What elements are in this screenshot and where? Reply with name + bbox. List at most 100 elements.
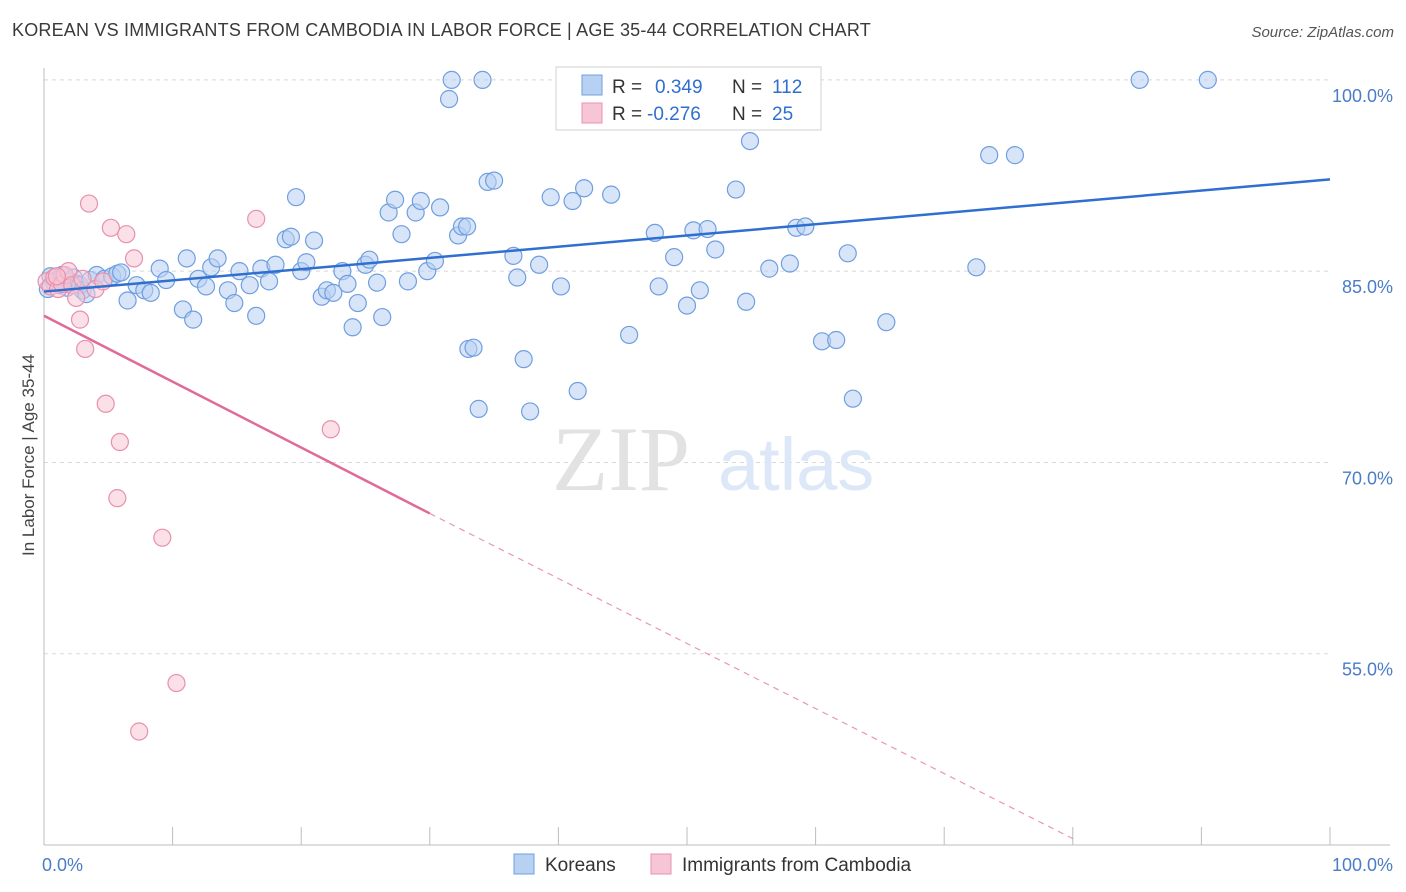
cambodia-point-8 (67, 288, 86, 308)
korean-point-97 (737, 292, 756, 311)
korean-point-79 (521, 402, 540, 421)
korean-point-63 (411, 191, 430, 211)
korean-point-91 (677, 296, 697, 315)
cambodia-trend-extension (429, 512, 1074, 840)
legend-r-label-2: R = (612, 104, 642, 125)
series-legend: Koreans Immigrants from Cambodia (513, 853, 912, 876)
korean-point-53 (348, 293, 367, 313)
axes (43, 68, 1390, 846)
cambodia-point-11 (76, 339, 95, 359)
korean-point-84 (568, 381, 587, 401)
cambodia-point-26 (47, 267, 66, 286)
cambodia-point-16 (101, 218, 120, 237)
korean-point-20 (118, 291, 137, 310)
legend-n-label-2: N = (732, 104, 762, 125)
watermark-zip: ZIP (552, 408, 690, 510)
cambodia-point-20 (124, 249, 144, 268)
korean-point-19 (112, 263, 131, 282)
korean-point-37 (247, 306, 266, 325)
cambodia-point-12 (79, 194, 99, 213)
korean-point-96 (726, 180, 745, 199)
cambodia-point-9 (70, 310, 90, 329)
korean-point-73 (469, 399, 488, 418)
korean-point-57 (373, 307, 392, 327)
cambodia-point-23 (247, 209, 266, 228)
correlation-legend: R = 0.349 N = 112 R = -0.276 N = 25 (555, 66, 822, 131)
grid-lines (44, 79, 1330, 655)
korean-point-81 (541, 188, 560, 207)
korean-point-89 (649, 277, 668, 296)
cambodia-point-24 (321, 420, 340, 439)
korean-point-51 (338, 274, 357, 294)
korean-point-107 (877, 313, 896, 332)
cambodia-point-15 (96, 394, 115, 413)
korean-point-109 (980, 146, 999, 165)
korean-point-105 (838, 244, 857, 263)
cambodia-point-21 (153, 528, 172, 547)
korean-point-90 (665, 248, 684, 267)
legend-r-label-1: R = (612, 77, 642, 98)
korean-point-46 (304, 231, 324, 250)
korean-point-106 (843, 389, 862, 408)
korean-point-67 (439, 89, 459, 109)
korean-point-40 (266, 255, 285, 274)
korean-point-95 (706, 240, 725, 259)
korean-point-32 (208, 249, 227, 268)
legend-r-value-2: -0.276 (647, 104, 701, 125)
korean-point-66 (430, 198, 450, 217)
korean-point-116 (442, 70, 461, 89)
legend-r-value-1: 0.349 (655, 77, 703, 98)
korean-point-70 (457, 217, 477, 236)
korean-point-49 (324, 283, 343, 302)
watermark: ZIP atlas (552, 408, 874, 510)
korean-point-100 (780, 254, 799, 273)
korean-point-83 (563, 191, 582, 211)
korean-point-111 (1130, 70, 1149, 89)
legend-n-value-2: 25 (772, 104, 793, 125)
korean-point-98 (740, 131, 760, 151)
cambodia-point-25 (130, 722, 149, 741)
korean-point-28 (184, 310, 203, 329)
legend-n-label-1: N = (732, 77, 762, 98)
korean-point-87 (620, 325, 639, 345)
series-label-koreans: Koreans (545, 855, 616, 876)
korean-point-86 (602, 185, 621, 204)
korean-point-56 (367, 273, 387, 292)
cambodia-point-22 (167, 673, 186, 693)
series-label-cambodia: Immigrants from Cambodia (682, 855, 912, 876)
korean-point-39 (259, 272, 279, 291)
korean-point-45 (297, 253, 316, 272)
korean-point-42 (281, 227, 301, 246)
korean-point-112 (1198, 70, 1217, 89)
korean-point-110 (1005, 146, 1025, 165)
y-tick-label-1: 70.0% (1342, 468, 1393, 488)
series-swatch-cambodia (650, 853, 672, 875)
legend-n-value-1: 112 (772, 77, 802, 98)
y-tick-label-0: 55.0% (1342, 660, 1393, 680)
korean-point-104 (827, 330, 846, 350)
series-swatch-koreans (513, 853, 535, 875)
x-tick-label-1: 100.0% (1332, 855, 1393, 875)
korean-point-27 (177, 249, 196, 268)
tick-labels: 55.0% 70.0% 85.0% 100.0% 0.0% 100.0% (42, 86, 1393, 875)
korean-point-75 (485, 171, 504, 190)
korean-point-108 (967, 258, 986, 277)
cambodia-point-19 (117, 225, 136, 244)
korean-point-93 (690, 281, 709, 300)
chart-title: KOREAN VS IMMIGRANTS FROM CAMBODIA IN LA… (12, 20, 871, 40)
korean-point-65 (425, 251, 445, 271)
chart-source: Source: ZipAtlas.com (1251, 24, 1394, 41)
x-tick-label-0: 0.0% (42, 855, 83, 875)
korean-trend-line (43, 178, 1331, 293)
korean-point-77 (508, 268, 527, 287)
korean-point-35 (230, 262, 249, 281)
legend-swatch-koreans (581, 74, 603, 96)
korean-point-23 (141, 283, 160, 302)
y-tick-label-2: 85.0% (1342, 277, 1393, 297)
korean-point-60 (392, 225, 411, 244)
legend-swatch-cambodia (581, 102, 603, 124)
korean-point-85 (575, 179, 594, 198)
korean-point-78 (514, 350, 533, 369)
cambodia-point-17 (108, 489, 127, 508)
korean-point-34 (225, 293, 244, 313)
